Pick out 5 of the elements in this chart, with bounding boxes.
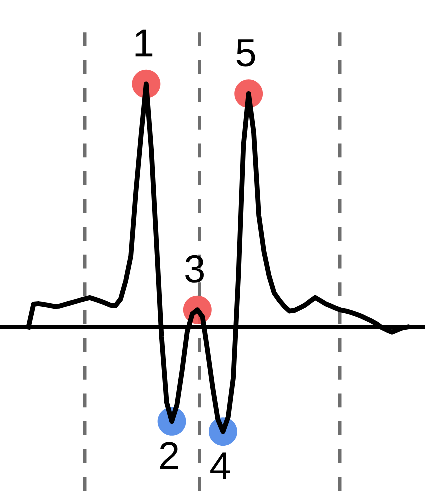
annotation: 4 xyxy=(210,452,230,480)
annotation: 2 xyxy=(160,442,178,470)
annotation: 5 xyxy=(236,40,256,67)
annotation: 3 xyxy=(186,255,204,283)
annotation: 1 xyxy=(136,30,153,57)
